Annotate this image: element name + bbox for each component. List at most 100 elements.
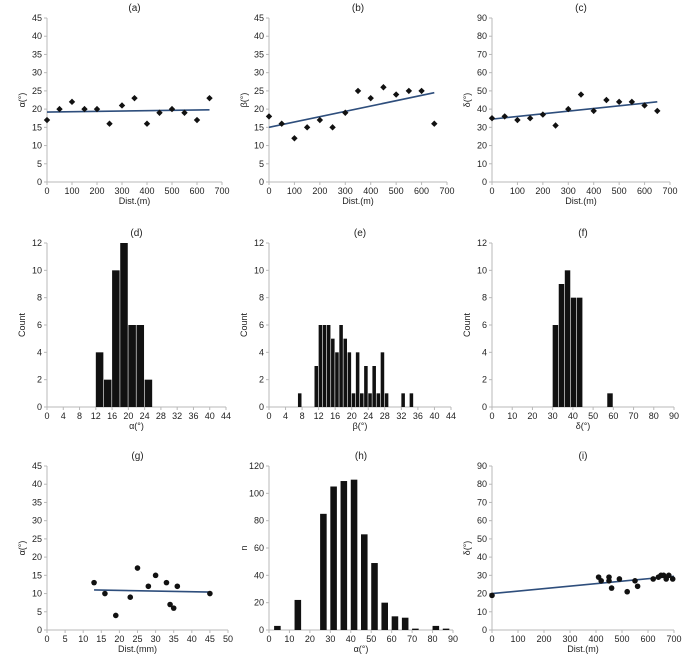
x-tick-label: 80 [428,634,438,644]
y-tick-label: 6 [259,320,264,330]
histogram-bar [442,628,450,630]
data-point [56,105,63,113]
y-tick-label: 4 [259,347,264,357]
panel-title: (g) [131,451,143,462]
x-axis-label: δ(°) [576,421,591,431]
data-point [577,91,585,98]
x-tick-label: 10 [78,634,88,644]
data-point [501,113,508,120]
x-tick-label: 20 [527,411,537,421]
panel-title: (c) [575,3,587,14]
x-tick-label: 44 [446,411,456,421]
x-tick-label: 700 [214,186,229,196]
data-point [552,122,559,129]
data-point [603,96,610,104]
x-tick-label: 50 [223,634,233,644]
y-tick-label: 40 [477,104,487,114]
x-tick-label: 60 [608,411,618,421]
histogram-bar [364,366,368,407]
y-tick-label: 45 [32,461,42,471]
data-point [112,612,119,619]
data-point [167,601,173,608]
histogram-bar [361,534,368,630]
x-tick-label: 20 [114,634,124,644]
y-tick-label: 12 [32,238,42,248]
data-point [380,84,387,91]
histogram-bar [331,338,335,407]
y-tick-label: 100 [249,488,264,498]
panel-title: (f) [578,228,587,239]
x-tick-label: 12 [91,411,101,421]
y-tick-label: 40 [32,31,42,41]
y-tick-label: 40 [477,552,487,562]
y-tick-label: 35 [32,497,42,507]
y-tick-label: 80 [477,479,487,489]
data-point [102,590,108,597]
y-tick-label: 25 [32,86,42,96]
data-point [81,105,88,113]
data-point [405,87,413,95]
x-tick-label: 8 [77,411,82,421]
x-tick-label: 100 [510,634,525,644]
y-tick-label: 50 [477,534,487,544]
x-tick-label: 30 [151,634,161,644]
histogram-bar [339,325,343,407]
data-point [650,576,656,582]
histogram-bar [432,625,440,630]
y-tick-label: 0 [37,625,42,635]
x-tick-label: 200 [535,186,550,196]
y-tick-label: 8 [482,293,487,303]
x-tick-label: 40 [187,634,197,644]
y-tick-label: 25 [254,86,264,96]
data-point [143,120,151,127]
x-tick-label: 600 [189,186,204,196]
x-tick-label: 16 [107,411,117,421]
histogram-bar [314,366,319,407]
histogram-bar [401,393,405,407]
histogram-bar [552,325,559,407]
trend-line [491,101,658,120]
histogram-bar [95,352,104,407]
y-tick-label: 90 [477,461,487,471]
x-tick-label: 44 [221,411,231,421]
y-tick-label: 2 [259,375,264,385]
x-tick-label: 40 [346,634,356,644]
y-tick-label: 30 [32,516,42,526]
chart-panel-h: (h) 0 20 40 60 80 100 120 0 10 20 30 40 50 60 70 80 90 α(°… [239,451,458,654]
data-point [615,98,623,106]
x-tick-label: 600 [414,186,429,196]
x-tick-label: 200 [312,186,327,196]
data-point [131,94,138,102]
x-tick-label: 0 [44,634,49,644]
data-point [145,583,152,590]
data-point [193,116,201,124]
data-point [329,124,336,131]
y-axis-label: δ(°) [462,93,472,108]
data-point [624,588,630,595]
y-tick-label: 10 [254,265,264,275]
x-tick-label: 28 [156,411,166,421]
panel-title: (i) [579,451,588,462]
x-tick-label: 20 [347,411,357,421]
y-tick-label: 0 [37,177,42,187]
y-tick-label: 6 [37,320,42,330]
x-tick-label: 28 [380,411,390,421]
x-tick-label: 300 [338,186,353,196]
data-point [342,109,349,116]
x-tick-label: 0 [44,411,49,421]
trend-line [268,91,435,129]
x-tick-label: 36 [413,411,423,421]
y-tick-label: 30 [477,122,487,132]
y-tick-label: 8 [259,293,264,303]
y-tick-label: 50 [477,86,487,96]
x-tick-label: 24 [140,411,150,421]
x-axis-label: Dist.(mm) [118,644,157,654]
data-point [628,98,636,106]
y-tick-label: 20 [254,598,264,608]
y-tick-label: 60 [477,68,487,78]
data-point [168,105,176,113]
data-point [316,116,324,124]
data-point [174,583,181,590]
data-point [634,583,641,590]
